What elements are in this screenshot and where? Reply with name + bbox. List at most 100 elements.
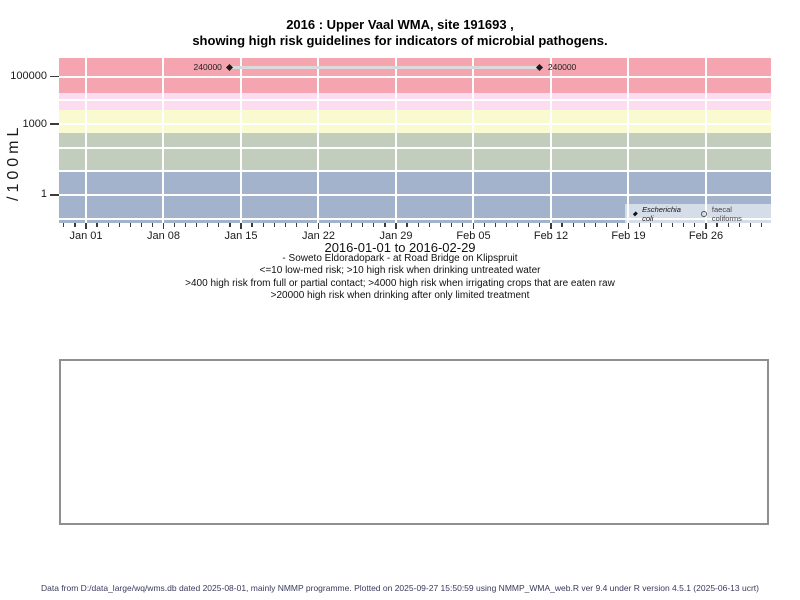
annotation-site: - Soweto Eldoradopark - at Road Bridge o…: [282, 253, 518, 264]
x-axis-tick: [162, 223, 165, 229]
x-axis-minor-tick: [262, 223, 264, 227]
x-axis-minor-tick: [151, 223, 153, 227]
x-axis-minor-tick: [417, 223, 419, 227]
x-axis-minor-tick: [74, 223, 76, 227]
point-value-label: 240000: [547, 62, 577, 73]
x-axis-minor-tick: [517, 223, 519, 227]
x-axis-minor-tick: [572, 223, 574, 227]
x-axis-tick: [240, 223, 242, 229]
x-axis-minor-tick: [273, 223, 275, 227]
x-axis-minor-tick: [351, 223, 353, 227]
x-axis-tick: [627, 223, 630, 229]
v-gridline: [85, 58, 87, 223]
footer-note: Data from D:/data_large/wq/wms.db dated …: [41, 583, 759, 593]
v-gridline: [394, 58, 397, 223]
x-axis-minor-tick: [107, 223, 109, 227]
h-gridline: [59, 99, 771, 102]
legend-item: faecal coliforms: [701, 205, 758, 223]
x-axis-minor-tick: [661, 223, 663, 227]
x-axis-minor-tick: [450, 223, 452, 227]
x-axis-minor-tick: [96, 223, 98, 227]
x-axis-minor-tick: [561, 223, 563, 227]
v-gridline: [549, 58, 552, 223]
open-circle-icon: [701, 210, 707, 217]
x-axis-minor-tick: [118, 223, 120, 227]
y-axis-tick: [50, 194, 59, 196]
x-axis-minor-tick: [406, 223, 408, 227]
chart-annotations: - Soweto Eldoradopark - at Road Bridge o…: [0, 253, 800, 303]
x-axis-minor-tick: [583, 223, 585, 227]
x-axis-minor-tick: [727, 223, 729, 227]
annotation-risk-contact: >400 high risk from full or partial cont…: [185, 277, 615, 289]
x-axis-minor-tick: [439, 223, 441, 227]
x-axis-minor-tick: [461, 223, 463, 227]
x-axis-title: 2016-01-01 to 2016-02-29: [324, 240, 476, 255]
x-axis-minor-tick: [306, 223, 308, 227]
x-axis-tick-label: Feb 12: [533, 230, 569, 242]
x-axis-minor-tick: [251, 223, 253, 227]
x-axis-minor-tick: [295, 223, 297, 227]
x-axis-minor-tick: [738, 223, 740, 227]
x-axis-minor-tick: [539, 223, 541, 227]
y-axis-tick: [50, 123, 59, 125]
x-axis-minor-tick: [594, 223, 596, 227]
x-axis-minor-tick: [218, 223, 220, 227]
v-gridline: [627, 58, 630, 223]
x-axis-minor-tick: [616, 223, 618, 227]
x-axis-minor-tick: [284, 223, 286, 227]
chart-title-line1: 2016 : Upper Vaal WMA, site 191693 ,: [286, 17, 514, 32]
x-axis-minor-tick: [384, 223, 386, 227]
x-axis-minor-tick: [495, 223, 497, 227]
v-gridline: [317, 58, 320, 223]
x-axis-minor-tick: [340, 223, 342, 227]
annotation-risk-drinking: <=10 low-med risk; >10 high risk when dr…: [259, 265, 541, 277]
series-connector-line: [229, 66, 540, 69]
x-axis-tick-label: Jan 22: [301, 230, 335, 242]
x-axis-minor-tick: [506, 223, 508, 227]
risk-band: [59, 58, 771, 94]
x-axis-minor-tick: [207, 223, 209, 227]
x-axis-tick-label: Feb 05: [456, 230, 491, 242]
filled-diamond-icon: [633, 211, 638, 216]
v-gridline: [704, 58, 707, 223]
x-axis-minor-tick: [749, 223, 751, 227]
x-axis-tick-label: Jan 29: [379, 230, 413, 242]
v-gridline: [472, 58, 475, 223]
h-gridline: [59, 123, 771, 125]
x-axis-tick-label: Jan 15: [224, 230, 258, 242]
x-axis-minor-tick: [362, 223, 364, 227]
x-axis-minor-tick: [638, 223, 641, 227]
v-gridline: [239, 58, 242, 223]
h-gridline: [59, 170, 771, 173]
chart-title-line2: showing high risk guidelines for indicat…: [192, 33, 608, 48]
x-axis-tick-label: Feb 19: [611, 230, 646, 242]
h-gridline: [59, 75, 771, 78]
x-axis-tick-label: Feb 26: [688, 230, 724, 242]
x-axis-tick-label: Jan 08: [146, 230, 180, 242]
chart-legend: Escherichia coli faecal coliforms: [625, 204, 771, 223]
y-axis-tick-label: 100000: [10, 70, 47, 83]
x-axis-tick: [705, 223, 707, 229]
x-axis-minor-tick: [229, 223, 231, 227]
x-axis-minor-tick: [173, 223, 176, 227]
x-axis-minor-tick: [683, 223, 685, 227]
x-axis-tick: [85, 223, 87, 229]
x-axis-minor-tick: [428, 223, 430, 227]
x-axis-minor-tick: [694, 223, 696, 227]
risk-band: [59, 93, 771, 110]
x-axis-minor-tick: [373, 223, 375, 227]
y-axis-tick: [50, 76, 59, 78]
x-axis-minor-tick: [650, 223, 652, 227]
x-axis-minor-tick: [605, 223, 607, 227]
chart-title: 2016 : Upper Vaal WMA, site 191693 , sho…: [0, 17, 800, 49]
legend-label: faecal coliforms: [711, 204, 742, 223]
legend-item: Escherichia coli: [633, 204, 688, 223]
v-gridline: [162, 58, 165, 223]
x-axis-tick: [317, 223, 320, 229]
x-axis-minor-tick: [185, 223, 187, 227]
h-gridline: [59, 146, 771, 149]
h-gridline: [59, 217, 771, 220]
legend-label: Escherichia coli: [642, 204, 681, 223]
